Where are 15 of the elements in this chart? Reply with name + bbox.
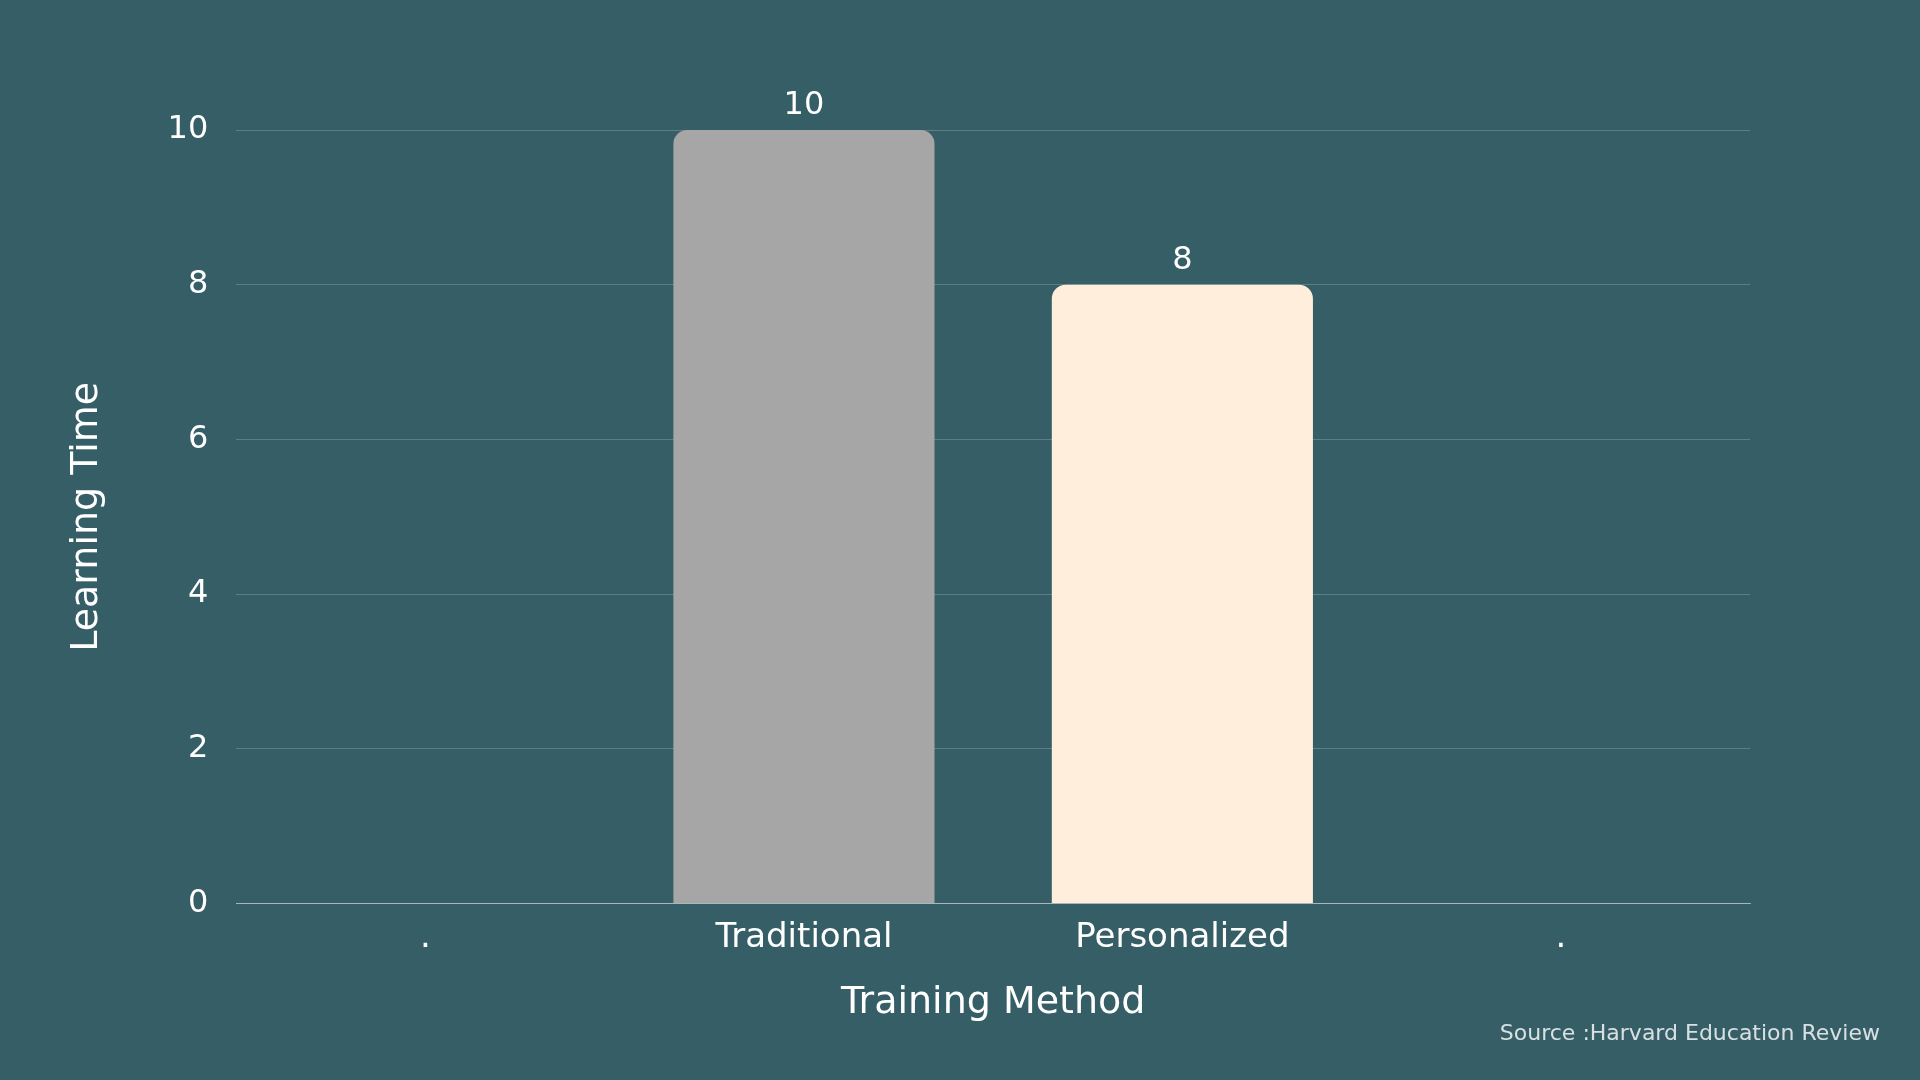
x-tick-label: . [420, 914, 431, 955]
y-tick-label: 10 [167, 108, 209, 147]
data-label: 8 [1172, 239, 1193, 278]
y-tick-label: 6 [187, 417, 209, 456]
y-tick-label: 0 [187, 881, 209, 920]
y-tick-label: 4 [187, 572, 209, 611]
y-tick-label: 8 [187, 263, 209, 302]
x-tick-label: . [1555, 914, 1567, 955]
x-tick-label: Traditional [714, 914, 893, 955]
y-axis-title: Learning Time [61, 381, 106, 652]
y-tick-label: 2 [187, 727, 209, 766]
source-note: Source :Harvard Education Review [1499, 1019, 1880, 1045]
x-tick-label: Personalized [1075, 914, 1290, 955]
data-label: 10 [783, 84, 825, 123]
x-axis-title: Training Method [839, 978, 1146, 1023]
